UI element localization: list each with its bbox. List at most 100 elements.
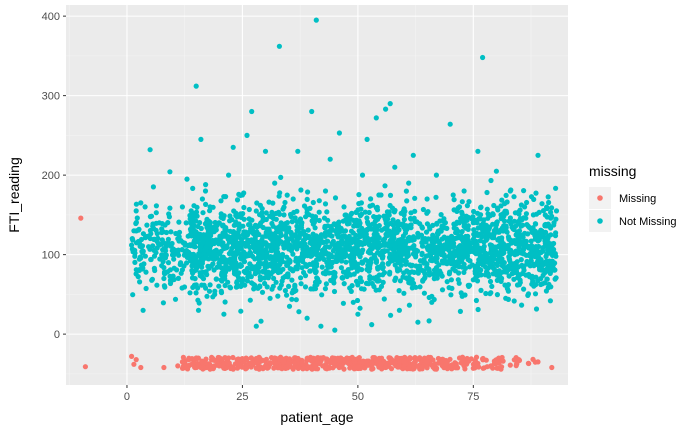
point-missing [499,354,505,361]
point-not-missing [488,177,494,184]
point-not-missing [385,261,391,267]
point-not-missing [238,308,244,314]
point-not-missing [451,250,457,256]
point-not-missing [196,253,202,259]
point-not-missing [176,219,182,225]
point-not-missing [256,256,262,262]
point-not-missing [274,245,280,251]
point-not-missing [533,190,539,196]
point-not-missing [223,259,229,266]
point-not-missing [322,188,329,194]
point-not-missing [376,223,382,229]
point-not-missing [474,278,481,284]
point-not-missing [482,231,489,237]
point-not-missing [290,196,296,202]
point-not-missing [341,281,347,287]
point-not-missing [218,214,224,220]
point-not-missing [463,225,469,231]
point-missing [304,355,310,361]
point-not-missing [460,239,466,245]
point-not-missing [161,283,167,289]
point-not-missing [287,211,294,218]
point-not-missing [551,260,557,266]
point-not-missing [319,292,325,298]
point-not-missing [553,230,559,236]
point-not-missing [548,232,554,238]
point-not-missing [451,197,457,203]
point-not-missing [207,208,213,214]
point-not-missing [497,271,503,277]
point-not-missing [354,239,360,246]
point-not-missing [284,254,290,260]
point-not-missing [230,229,236,236]
point-not-missing [489,235,495,241]
point-not-missing [262,264,268,271]
point-missing [327,360,333,366]
point-not-missing [313,17,319,23]
y-axis-title: FTI_reading [6,157,22,232]
point-not-missing [473,297,479,304]
point-not-missing [478,205,484,211]
legend: missing Missing Not Missing [589,163,676,232]
point-not-missing [331,242,337,248]
point-not-missing [427,257,434,263]
point-not-missing [459,199,465,205]
point-not-missing [199,260,205,267]
point-not-missing [399,221,405,227]
point-missing [226,355,232,361]
point-not-missing [133,271,139,277]
point-missing [187,356,193,362]
point-not-missing [493,251,499,257]
point-not-missing [207,282,213,288]
point-not-missing [307,205,313,211]
point-not-missing [324,229,330,235]
point-missing [221,360,227,367]
point-not-missing [388,312,394,318]
point-not-missing [505,246,511,252]
point-not-missing [240,211,246,217]
point-not-missing [367,222,373,229]
point-not-missing [310,260,316,266]
point-not-missing [395,223,401,229]
point-not-missing [289,296,295,302]
point-missing [341,357,347,363]
point-not-missing [390,217,396,223]
point-missing [309,358,315,364]
point-not-missing [346,236,352,242]
point-not-missing [426,318,432,324]
point-not-missing [331,288,338,295]
point-not-missing [234,197,241,203]
point-not-missing [150,221,156,227]
point-not-missing [470,277,476,283]
point-not-missing [404,198,410,204]
point-not-missing [438,244,444,250]
point-not-missing [304,196,310,202]
point-not-missing [424,196,430,202]
point-not-missing [133,240,140,246]
point-not-missing [392,230,398,236]
point-missing [378,361,384,367]
point-not-missing [494,262,500,268]
point-not-missing [142,253,148,259]
point-not-missing [296,309,302,315]
point-not-missing [174,267,180,273]
point-not-missing [532,291,539,297]
point-not-missing [536,263,542,269]
point-missing [212,363,218,369]
point-not-missing [187,232,193,238]
point-not-missing [298,222,305,228]
point-missing [138,364,144,371]
point-not-missing [471,249,477,255]
point-not-missing [185,242,191,249]
point-not-missing [365,262,371,268]
point-not-missing [296,243,303,249]
point-not-missing [417,284,423,290]
point-not-missing [382,183,388,189]
point-not-missing [483,290,489,297]
point-not-missing [434,244,440,250]
point-not-missing [192,244,198,250]
point-missing [322,365,329,371]
point-not-missing [138,200,144,206]
point-not-missing [511,226,517,233]
point-not-missing [316,209,322,215]
